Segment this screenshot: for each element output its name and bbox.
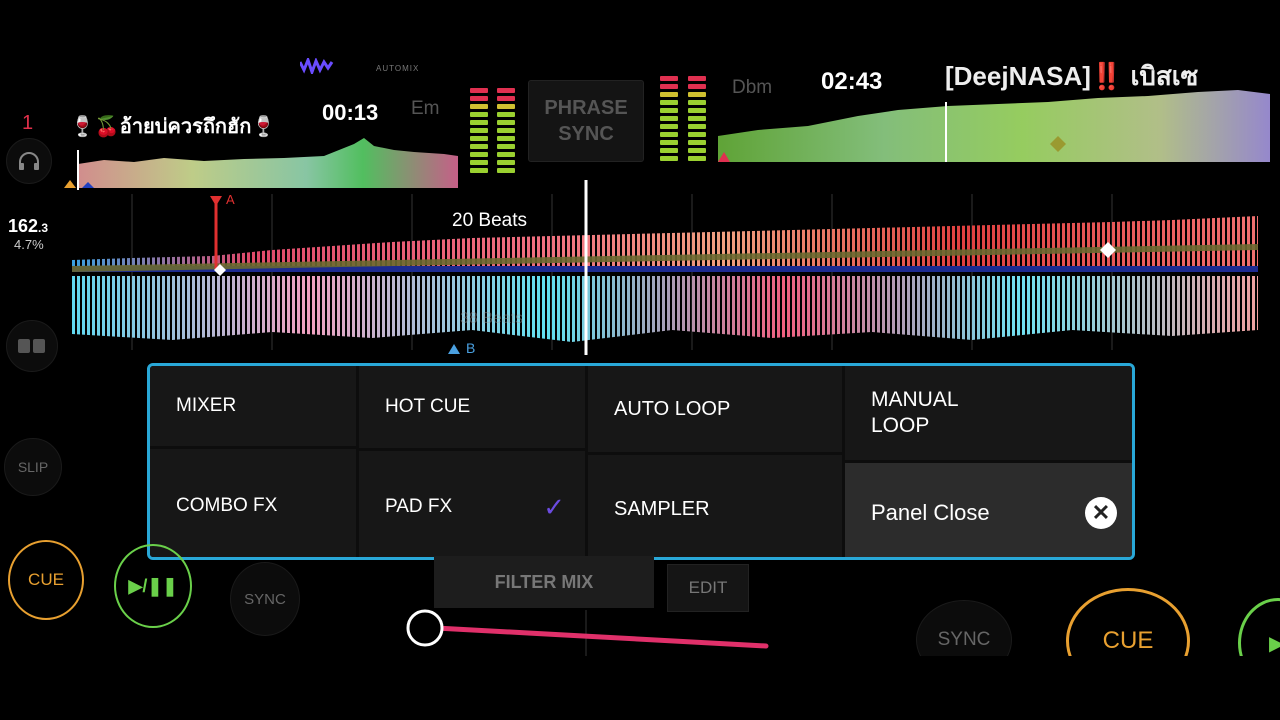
main-waveform[interactable] <box>72 180 1258 355</box>
beats-label: 20 Beats <box>452 210 527 231</box>
mixer-label: MIXER <box>176 395 237 416</box>
loop-marker-b: B <box>466 340 476 356</box>
auto-loop-label: AUTO LOOP <box>614 398 731 420</box>
panel-close-button[interactable]: Panel Close ✕ <box>845 463 1132 557</box>
automix-indicator-icon <box>300 58 334 74</box>
sync-left-label: SYNC <box>244 590 286 608</box>
pad-fx-label: PAD FX <box>385 496 453 517</box>
left-level-meter <box>470 88 488 173</box>
cue-button-left[interactable]: CUE <box>8 540 84 620</box>
bpm-decimal: .3 <box>38 221 49 235</box>
letterbox-bottom <box>0 656 1280 720</box>
phrase-sync-line1: PHRASE <box>544 97 628 119</box>
combo-fx-button[interactable]: COMBO FX <box>150 449 356 557</box>
hot-cue-button[interactable]: HOT CUE <box>359 366 585 448</box>
layout-toggle-button[interactable] <box>6 320 58 372</box>
right-overview-waveform[interactable] <box>718 86 1270 162</box>
right-track-key: Dbm <box>732 77 773 98</box>
left-level-meter-2 <box>497 88 515 173</box>
left-track-time: 00:13 <box>322 100 379 125</box>
right-level-meter-2 <box>688 76 706 161</box>
right-level-meter <box>660 76 678 161</box>
manual-loop-label: MANUAL LOOP <box>871 388 959 437</box>
filter-mix-button[interactable]: FILTER MIX <box>434 556 654 608</box>
phrase-sync-button[interactable]: PHRASE SYNC <box>528 80 644 162</box>
letterbox-top <box>0 0 1280 58</box>
loop-marker-a: A <box>226 192 235 207</box>
manual-loop-button[interactable]: MANUAL LOOP <box>845 366 1132 460</box>
pad-mode-panel: MIXER HOT CUE AUTO LOOP MANUAL LOOP COMB… <box>147 363 1135 560</box>
edit-label: EDIT <box>688 578 728 597</box>
cue-right-label: CUE <box>1102 627 1154 654</box>
play-pause-button-left[interactable]: ▶/❚❚ <box>114 544 192 628</box>
left-overview-waveform[interactable] <box>64 134 458 190</box>
sync-button-left[interactable]: SYNC <box>230 562 300 636</box>
crossfader-knob <box>406 609 444 647</box>
panel-close-label: Panel Close <box>871 500 990 525</box>
deck-number: 1 <box>22 112 34 134</box>
auto-loop-button[interactable]: AUTO LOOP <box>588 366 842 452</box>
sampler-button[interactable]: SAMPLER <box>588 455 842 557</box>
bpm-value: 162 <box>8 216 39 236</box>
headphone-icon[interactable] <box>6 138 52 184</box>
left-track-title: 🍷🍒อ้ายบ่ควรถึกฮัก🍷 <box>70 116 277 138</box>
ghost-beats-label: 38 Beats <box>460 310 524 327</box>
edit-button[interactable]: EDIT <box>667 564 749 612</box>
play-pause-icon: ▶/❚❚ <box>128 575 178 596</box>
cue-left-label: CUE <box>28 570 64 589</box>
play-icon: ▶ <box>1269 632 1280 655</box>
slip-button[interactable]: SLIP <box>4 438 62 496</box>
slip-label: SLIP <box>17 459 49 475</box>
mixer-button[interactable]: MIXER <box>150 366 356 446</box>
crossfader[interactable] <box>400 600 780 660</box>
hot-cue-label: HOT CUE <box>385 396 471 417</box>
bpm-display: 162.3 <box>8 216 48 237</box>
sampler-label: SAMPLER <box>614 498 710 520</box>
sync-right-label: SYNC <box>937 629 991 650</box>
layout-icon <box>18 339 45 353</box>
right-track-time: 02:43 <box>821 68 883 95</box>
pad-fx-button[interactable]: PAD FX ✓ <box>359 451 585 557</box>
pitch-percent: 4.7% <box>14 237 44 252</box>
left-track-key: Em <box>411 98 440 119</box>
right-track-title: [DeejNASA]‼️ เบิสเซ <box>945 61 1199 91</box>
close-icon: ✕ <box>1085 497 1117 529</box>
checkmark-icon: ✓ <box>543 492 565 522</box>
combo-fx-label: COMBO FX <box>176 495 278 516</box>
phrase-sync-line2: SYNC <box>558 123 614 145</box>
automix-label: AUTOMIX <box>376 64 420 73</box>
filter-mix-label: FILTER MIX <box>494 571 594 592</box>
